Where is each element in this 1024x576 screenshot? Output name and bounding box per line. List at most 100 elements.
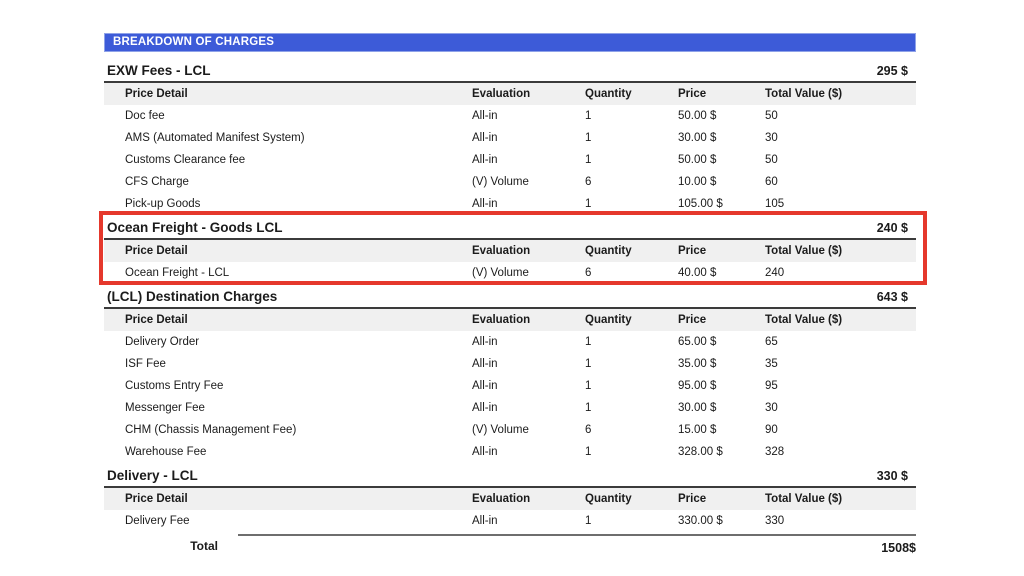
cell-detail: ISF Fee — [125, 358, 166, 370]
charge-row: AMS (Automated Manifest System) All-in 1 30… — [104, 127, 916, 149]
column-header: Total Value ($) — [765, 493, 843, 505]
column-header: Evaluation — [472, 245, 531, 257]
cell-quantity: 6 — [585, 267, 592, 279]
charge-section: EXW Fees - LCL 295 $ Price Detail Evaluat… — [104, 58, 916, 215]
column-header-row: Price Detail Evaluation Quantity Price Total… — [104, 309, 916, 331]
cell-evaluation: (V) Volume — [472, 267, 529, 279]
cell-total: 50 — [765, 154, 778, 166]
grand-total-value: 1508$ — [238, 534, 916, 555]
charge-row: Pick-up Goods All-in 1 105.00 $ 105 — [104, 193, 916, 215]
charge-section: (LCL) Destination Charges 643 $ Price De… — [104, 284, 916, 463]
cell-total: 30 — [765, 402, 778, 414]
cell-price: 30.00 $ — [678, 402, 717, 414]
cell-quantity: 1 — [585, 132, 592, 144]
cell-price: 35.00 $ — [678, 358, 717, 370]
cell-evaluation: (V) Volume — [472, 424, 529, 436]
cell-quantity: 6 — [585, 176, 592, 188]
cell-price: 105.00 $ — [678, 198, 723, 210]
cell-total: 30 — [765, 132, 778, 144]
cell-total: 50 — [765, 110, 778, 122]
column-header: Quantity — [585, 88, 632, 100]
cell-price: 50.00 $ — [678, 154, 717, 166]
cell-price: 330.00 $ — [678, 515, 723, 527]
cell-quantity: 1 — [585, 446, 592, 458]
cell-quantity: 1 — [585, 154, 592, 166]
cell-price: 40.00 $ — [678, 267, 717, 279]
column-header: Evaluation — [472, 88, 531, 100]
cell-detail: Customs Entry Fee — [125, 380, 224, 392]
section-title: EXW Fees - LCL — [107, 63, 211, 78]
cell-detail: Delivery Fee — [125, 515, 190, 527]
cell-price: 65.00 $ — [678, 336, 717, 348]
document-content: BREAKDOWN OF CHARGES EXW Fees - LCL 295 … — [99, 33, 927, 555]
column-header-row: Price Detail Evaluation Quantity Price Total… — [104, 83, 916, 105]
column-header: Quantity — [585, 245, 632, 257]
cell-total: 105 — [765, 198, 785, 210]
cell-total: 90 — [765, 424, 778, 436]
column-header: Evaluation — [472, 493, 531, 505]
cell-quantity: 1 — [585, 110, 592, 122]
column-header: Price Detail — [125, 245, 188, 257]
column-header: Price Detail — [125, 493, 188, 505]
charge-row: Delivery Fee All-in 1 330.00 $ 330 — [104, 510, 916, 532]
column-header: Price Detail — [125, 88, 188, 100]
cell-detail: CHM (Chassis Management Fee) — [125, 424, 297, 436]
cell-total: 60 — [765, 176, 778, 188]
cell-total: 240 — [765, 267, 785, 279]
cell-price: 95.00 $ — [678, 380, 717, 392]
section-title: Ocean Freight - Goods LCL — [107, 220, 283, 235]
cell-total: 95 — [765, 380, 778, 392]
section-subtotal: 295 $ — [876, 64, 908, 78]
cell-quantity: 1 — [585, 515, 592, 527]
section-subtotal: 330 $ — [876, 469, 908, 483]
cell-evaluation: All-in — [472, 336, 498, 348]
charge-row: Customs Clearance fee All-in 1 50.00 $ 50 — [104, 149, 916, 171]
cell-quantity: 1 — [585, 198, 592, 210]
cell-evaluation: All-in — [472, 358, 498, 370]
section-title: Delivery - LCL — [107, 468, 198, 483]
cell-evaluation: (V) Volume — [472, 176, 529, 188]
cell-quantity: 1 — [585, 358, 592, 370]
charge-row: Warehouse Fee All-in 1 328.00 $ 328 — [104, 441, 916, 463]
cell-evaluation: All-in — [472, 515, 498, 527]
column-header: Price — [678, 88, 707, 100]
cell-quantity: 6 — [585, 424, 592, 436]
cell-detail: AMS (Automated Manifest System) — [125, 132, 305, 144]
charge-sections: EXW Fees - LCL 295 $ Price Detail Evaluat… — [99, 58, 927, 532]
cell-quantity: 1 — [585, 336, 592, 348]
cell-evaluation: All-in — [472, 380, 498, 392]
column-header: Price — [678, 314, 707, 326]
cell-price: 50.00 $ — [678, 110, 717, 122]
cell-evaluation: All-in — [472, 402, 498, 414]
cell-detail: Doc fee — [125, 110, 165, 122]
cell-evaluation: All-in — [472, 110, 498, 122]
column-header: Quantity — [585, 493, 632, 505]
charge-section: Ocean Freight - Goods LCL 240 $ Price De… — [99, 211, 927, 285]
charge-row: Doc fee All-in 1 50.00 $ 50 — [104, 105, 916, 127]
cell-detail: Delivery Order — [125, 336, 200, 348]
column-header: Quantity — [585, 314, 632, 326]
cell-detail: Pick-up Goods — [125, 198, 201, 210]
cell-evaluation: All-in — [472, 198, 498, 210]
charge-row: Ocean Freight - LCL (V) Volume 6 40.00 $ 240 — [104, 262, 916, 284]
cell-detail: Customs Clearance fee — [125, 154, 246, 166]
charge-row: CFS Charge (V) Volume 6 10.00 $ 60 — [104, 171, 916, 193]
charge-row: Customs Entry Fee All-in 1 95.00 $ 95 — [104, 375, 916, 397]
cell-quantity: 1 — [585, 380, 592, 392]
section-title: (LCL) Destination Charges — [107, 289, 278, 304]
charge-row: Messenger Fee All-in 1 30.00 $ 30 — [104, 397, 916, 419]
cell-evaluation: All-in — [472, 154, 498, 166]
breakdown-of-charges-header-bar: BREAKDOWN OF CHARGES — [104, 33, 916, 52]
column-header: Price — [678, 493, 707, 505]
cell-total: 330 — [765, 515, 785, 527]
cell-total: 65 — [765, 336, 778, 348]
column-header: Total Value ($) — [765, 88, 843, 100]
section-subtotal: 643 $ — [876, 290, 908, 304]
cell-price: 10.00 $ — [678, 176, 717, 188]
cell-detail: Warehouse Fee — [125, 446, 207, 458]
cell-detail: Ocean Freight - LCL — [125, 267, 230, 279]
cell-total: 35 — [765, 358, 778, 370]
column-header-row: Price Detail Evaluation Quantity Price Total… — [104, 488, 916, 510]
cell-total: 328 — [765, 446, 785, 458]
